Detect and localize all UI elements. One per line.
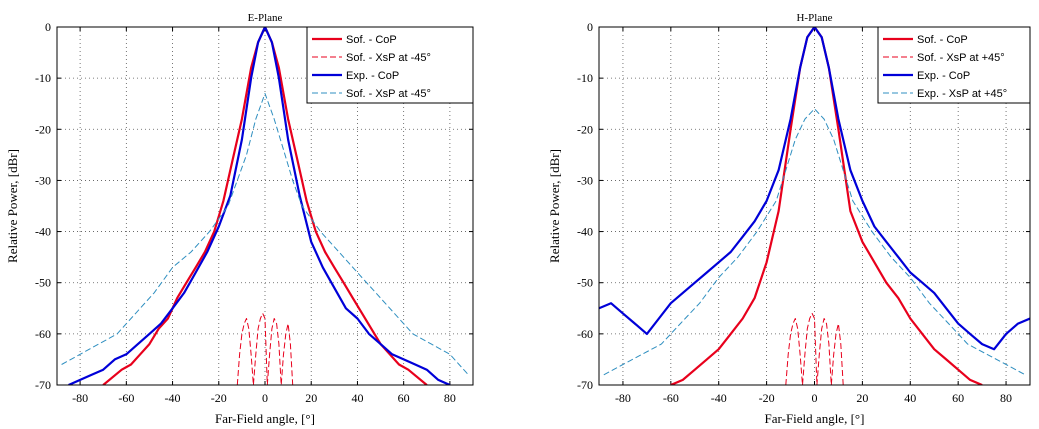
- y-tick-label: -60: [577, 327, 593, 341]
- x-tick-label: -20: [211, 391, 227, 405]
- x-tick-label: 20: [856, 391, 868, 405]
- x-axis-label: Far-Field angle, [°]: [765, 411, 865, 426]
- y-tick-label: -20: [35, 122, 51, 136]
- chart-title: E-Plane: [248, 12, 283, 24]
- series-line-1: [785, 312, 844, 385]
- series-group: [61, 27, 469, 385]
- axes-frame: [598, 26, 1031, 386]
- x-tick-label: -20: [759, 391, 775, 405]
- x-tick-label: 0: [812, 391, 818, 405]
- series-line-3: [603, 108, 1026, 376]
- chart-h-plane: H-Plane Far-Field angle, [°] Relative Po…: [547, 12, 1031, 426]
- y-tick-label: -40: [577, 225, 593, 239]
- series-line-1: [236, 312, 294, 385]
- axes-frame: [56, 26, 474, 386]
- legend-entry: Exp. - CoP: [346, 70, 399, 82]
- y-tick-label: -70: [577, 378, 593, 392]
- legend-entry: Exp. - CoP: [917, 70, 970, 82]
- y-axis-label: Relative Power, [dBr]: [5, 149, 20, 263]
- x-tick-label: 40: [351, 391, 363, 405]
- y-tick-label: -40: [35, 225, 51, 239]
- x-tick-label: 60: [952, 391, 964, 405]
- y-tick-label: -50: [577, 276, 593, 290]
- series-line-2: [68, 27, 451, 385]
- y-tick-label: -50: [35, 276, 51, 290]
- y-tick-label: -30: [35, 173, 51, 187]
- y-tick-label: -70: [35, 378, 51, 392]
- chart-title: H-Plane: [796, 12, 832, 24]
- x-tick-label: -40: [165, 391, 181, 405]
- series-group: [599, 27, 1030, 385]
- legend-entry: Sof. - XsP at -45°: [346, 52, 431, 64]
- x-tick-label: -80: [615, 391, 631, 405]
- legend-entry: Exp. - XsP at +45°: [917, 88, 1007, 100]
- x-tick-label: 80: [1000, 391, 1012, 405]
- x-tick-label: 80: [444, 391, 456, 405]
- x-tick-label: 40: [904, 391, 916, 405]
- legend-entry: Sof. - CoP: [917, 34, 968, 46]
- x-tick-label: -40: [711, 391, 727, 405]
- y-tick-label: -10: [577, 71, 593, 85]
- legend: Sof. - CoP Sof. - XsP at +45° Exp. - CoP Ex…: [877, 26, 1031, 104]
- y-tick-label: 0: [587, 20, 593, 34]
- x-axis-label: Far-Field angle, [°]: [215, 411, 315, 426]
- legend: Sof. - CoP Sof. - XsP at -45° Exp. - CoP So…: [306, 26, 474, 104]
- series-line-0: [102, 27, 428, 385]
- x-tick-label: -60: [663, 391, 679, 405]
- legend-entry: Sof. - XsP at +45°: [917, 52, 1005, 64]
- series-line-2: [599, 27, 1030, 351]
- y-tick-label: -60: [35, 327, 51, 341]
- y-axis-label: Relative Power, [dBr]: [547, 149, 562, 263]
- x-tick-label: 60: [398, 391, 410, 405]
- legend-entry: Sof. - XsP at -45°: [346, 88, 431, 100]
- y-tick-label: -10: [35, 71, 51, 85]
- chart-e-plane: E-Plane Far-Field angle, [°] Relative Po…: [5, 12, 474, 426]
- y-tick-label: 0: [45, 20, 51, 34]
- x-tick-label: -80: [72, 391, 88, 405]
- legend-entry: Sof. - CoP: [346, 34, 397, 46]
- x-tick-label: 20: [305, 391, 317, 405]
- x-tick-label: 0: [262, 391, 268, 405]
- y-tick-label: -30: [577, 173, 593, 187]
- series-line-3: [61, 93, 469, 376]
- x-tick-label: -60: [118, 391, 134, 405]
- y-tick-label: -20: [577, 122, 593, 136]
